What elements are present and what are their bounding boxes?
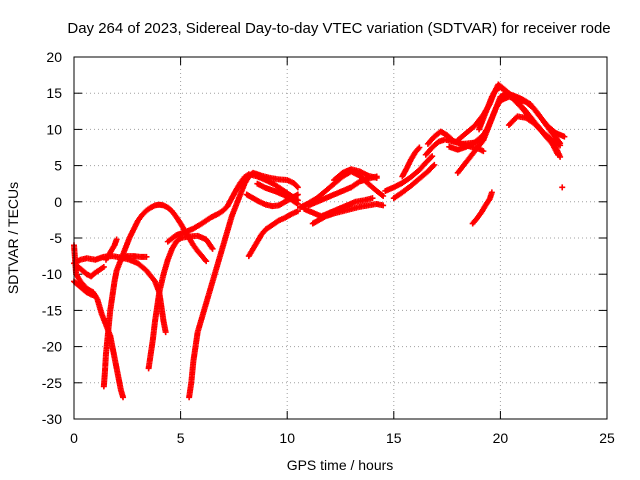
data-point: [480, 148, 487, 155]
y-tick-label: -20: [42, 339, 62, 355]
data-point: [428, 154, 435, 161]
series-arc-20: [390, 161, 438, 202]
data-points: [71, 81, 568, 401]
axis-tick-labels: 0 5 10 15 20 25 -30 -25 -20 -15 -10 -5 0 5 10 15 20: [42, 49, 615, 446]
data-point: [294, 200, 301, 207]
data-point: [416, 144, 423, 151]
series-arc-21: [399, 144, 423, 180]
data-point: [143, 253, 150, 260]
data-point: [294, 208, 301, 215]
y-tick-label: 5: [54, 158, 62, 174]
data-point: [100, 263, 107, 270]
series-arc-12: [243, 191, 301, 210]
series-arc-2: [71, 278, 99, 299]
series-arc-5: [100, 253, 150, 390]
data-point: [203, 258, 210, 265]
data-point: [429, 153, 436, 160]
data-point: [293, 183, 300, 190]
series-arc-18: [331, 166, 380, 184]
data-point: [431, 161, 438, 168]
series-arc-30: [559, 184, 566, 191]
data-point: [380, 193, 387, 200]
x-tick-label: 5: [177, 430, 185, 446]
y-tick-label: -15: [42, 302, 62, 318]
data-point: [559, 184, 566, 191]
y-tick-label: -5: [50, 230, 63, 246]
y-tick-label: 0: [54, 194, 62, 210]
data-point: [488, 189, 495, 196]
data-point: [380, 202, 387, 209]
data-point: [430, 162, 437, 169]
series-arc-17: [309, 200, 387, 227]
y-tick-label: -30: [42, 411, 62, 427]
y-tick-label: 15: [46, 85, 62, 101]
series-arc-19: [382, 153, 436, 194]
data-point: [120, 394, 127, 401]
series-arc-29: [469, 189, 495, 227]
y-tick-label: -10: [42, 266, 62, 282]
axis-ticks: [73, 56, 608, 420]
x-tick-label: 10: [279, 430, 295, 446]
x-tick-label: 0: [70, 430, 78, 446]
x-axis-label: GPS time / hours: [287, 457, 394, 473]
x-tick-label: 25: [599, 430, 615, 446]
data-point: [557, 142, 564, 149]
data-point: [294, 184, 301, 191]
data-point: [369, 195, 376, 202]
data-point: [554, 151, 561, 158]
plot-frame: [73, 56, 608, 420]
chart-title: Day 264 of 2023, Sidereal Day-to-day VTE…: [67, 20, 610, 37]
series-arc-10: [186, 169, 301, 401]
x-tick-label: 20: [493, 430, 509, 446]
series-arc-13: [254, 180, 301, 207]
y-axis-label: SDTVAR / TECUs: [5, 182, 21, 294]
series-arc-6: [102, 236, 120, 263]
data-point: [113, 236, 120, 243]
series-arc-11: [245, 208, 301, 260]
data-point: [209, 245, 216, 252]
data-point: [92, 292, 99, 299]
y-tick-label: 20: [46, 49, 62, 65]
data-point: [162, 329, 169, 336]
y-tick-label: -25: [42, 375, 62, 391]
y-tick-label: 10: [46, 121, 62, 137]
series-arc-3: [73, 263, 107, 280]
x-tick-label: 15: [386, 430, 402, 446]
data-point: [373, 174, 380, 181]
data-point: [561, 133, 568, 140]
series-arc-7: [117, 201, 210, 265]
series-arc-8: [145, 232, 216, 372]
series-arc-28: [505, 113, 564, 149]
data-point: [294, 191, 301, 198]
